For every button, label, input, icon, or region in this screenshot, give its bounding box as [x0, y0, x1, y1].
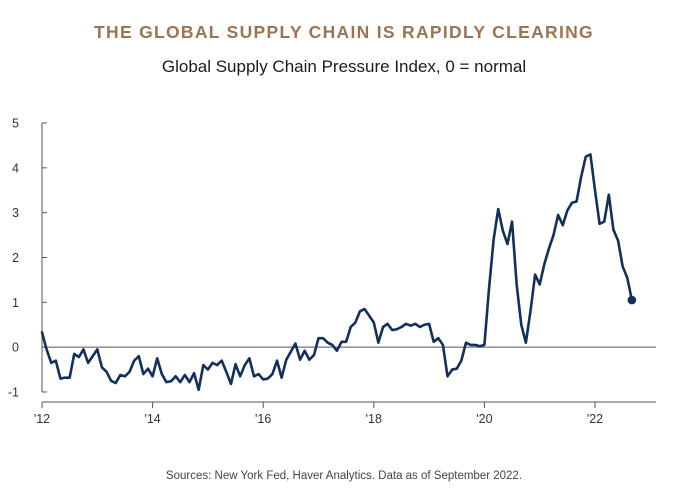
y-tick-label: 2	[12, 251, 19, 265]
chart-title: THE GLOBAL SUPPLY CHAIN IS RAPIDLY CLEAR…	[94, 22, 594, 42]
y-tick-label: -1	[8, 386, 19, 400]
y-tick-label: 4	[12, 161, 19, 175]
source-note: Sources: New York Fed, Haver Analytics. …	[165, 470, 523, 482]
y-tick-label: 3	[12, 206, 19, 220]
y-tick-label: 0	[12, 341, 19, 355]
series-group	[40, 153, 637, 392]
latest-value-marker	[627, 295, 637, 305]
y-tick-label: 1	[12, 296, 19, 310]
x-tick-label: '22	[587, 412, 603, 426]
chart-subtitle: Global Supply Chain Pressure Index, 0 = …	[161, 57, 527, 76]
x-tick-label: '18	[366, 412, 382, 426]
x-tick-label: '20	[476, 412, 492, 426]
x-tick-label: '14	[144, 412, 160, 426]
y-tick-label: 5	[12, 117, 19, 131]
x-axis: '12 '14 '16 '18 '20 '22	[34, 402, 603, 426]
series-line	[40, 153, 634, 392]
x-tick-label: '16	[255, 412, 271, 426]
x-tick-label: '12	[34, 412, 50, 426]
y-axis: -1 0 1 2 3 4 5	[8, 117, 47, 400]
